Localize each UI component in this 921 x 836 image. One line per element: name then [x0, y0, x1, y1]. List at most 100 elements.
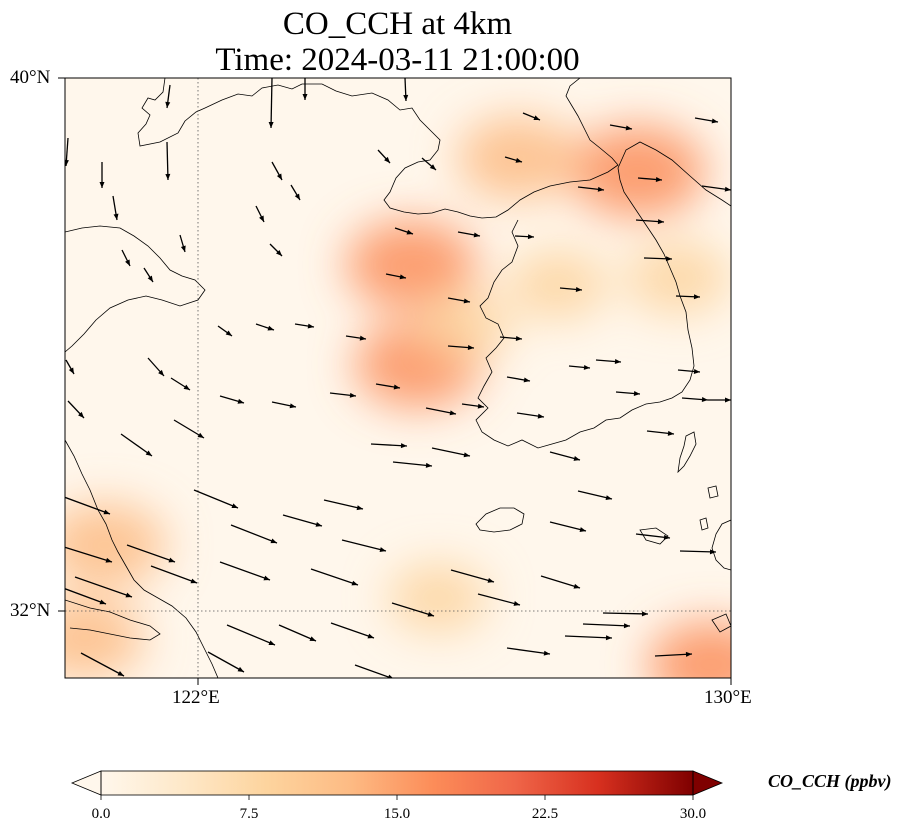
wind-arrow-shaft [226, 624, 276, 646]
wind-arrow-shaft [126, 544, 176, 563]
colorbar-tick-label: 0.0 [91, 806, 111, 822]
wind-arrow-shaft [120, 433, 153, 457]
wind-arrow-head [463, 298, 470, 304]
wind-arrow-shaft [230, 524, 278, 544]
wind-arrow-shaft [219, 561, 271, 581]
colorbar-tick-label: 22.5 [531, 806, 559, 822]
wind-arrow-head [268, 640, 275, 645]
wind-arrow-head [667, 430, 674, 436]
tsushima-island [677, 431, 697, 474]
wind-arrow-head [237, 666, 244, 672]
wind-arrow-shaft [193, 489, 239, 509]
wind-arrow-head [449, 410, 456, 416]
wind-arrow-head [103, 509, 110, 515]
wind-arrow-head [190, 578, 197, 584]
gridlines [65, 78, 731, 678]
wind-arrow-shaft [506, 647, 551, 655]
map-subtitle: Time: 2024-03-11 21:00:00 [215, 42, 580, 78]
co-plume [65, 503, 166, 587]
wind-arrow-head [575, 286, 582, 292]
lat-label-32n: 32°N [10, 600, 51, 621]
wind-arrow-shaft [310, 568, 359, 586]
wind-arrow-head [573, 583, 580, 589]
wind-arrow-head [125, 259, 130, 266]
wind-arrow-head [487, 577, 494, 583]
wind-arrow-head [693, 368, 700, 374]
wind-arrow-shaft [207, 651, 245, 673]
wind-arrow-head [625, 125, 632, 131]
lon-label-130e: 130°E [704, 687, 752, 708]
wind-arrow-head [403, 94, 409, 101]
axis-ticks [58, 77, 732, 685]
wind-arrow-shaft [477, 593, 521, 606]
wind-arrow-head [225, 330, 232, 336]
wind-arrow-head [425, 462, 432, 468]
coastlines [65, 78, 731, 678]
wind-arrow-head [663, 534, 670, 540]
co-plume [508, 250, 608, 320]
co-plume [417, 291, 513, 358]
wind-arrow-head [579, 527, 586, 532]
wind-arrow-head [583, 364, 590, 370]
wind-arrow-head [429, 164, 436, 170]
wind-arrow-head [78, 411, 84, 418]
wind-arrow-head [165, 101, 171, 108]
colorbar-tick-label: 7.5 [239, 806, 259, 822]
wind-arrow-shaft [450, 569, 495, 583]
wind-arrow-shaft [654, 653, 693, 657]
coastline-jiangsu [65, 439, 219, 678]
wind-arrow-head [275, 249, 282, 256]
colorbar-tick-label: 30.0 [679, 806, 707, 822]
co-plume [648, 621, 731, 678]
wind-arrow-head [105, 557, 112, 563]
wind-arrow-head [513, 601, 520, 606]
coastline-china-east [65, 225, 206, 353]
co-plume [346, 220, 477, 310]
wind-arrow-head [641, 611, 648, 617]
wind-arrow-head [180, 245, 186, 252]
colorbar [70, 770, 724, 800]
wind-arrow-head [307, 323, 314, 329]
wind-arrow-head [523, 377, 530, 383]
wind-arrow-head [125, 592, 132, 598]
map-frame [64, 77, 732, 679]
wind-arrow-shaft [270, 78, 273, 129]
wind-arrow-shaft [540, 575, 581, 589]
wind-arrow-head [302, 94, 308, 100]
wind-arrow-shaft [564, 635, 613, 639]
coastline-yangtze [65, 599, 161, 641]
wind-arrow-head [263, 575, 270, 581]
wind-arrow-head [289, 403, 296, 409]
wind-arrow-head [701, 397, 708, 403]
wind-arrow-head [725, 397, 731, 403]
coastline-liaodong [137, 78, 619, 219]
wind-arrow-head [685, 651, 692, 657]
wind-arrow-head [168, 557, 175, 563]
wind-arrow-head [406, 229, 413, 235]
colorbar-extend-min [70, 770, 102, 796]
wind-arrow-shaft [602, 612, 649, 615]
wind-arrow-head [384, 156, 390, 163]
wind-arrow-head [614, 359, 621, 365]
wind-arrow-head [367, 633, 374, 639]
wind-arrow-shaft [323, 499, 364, 510]
wind-arrow-shaft [392, 461, 433, 467]
wind-arrow-head [165, 173, 171, 180]
wind-arrow-head [463, 452, 470, 458]
wind-arrow-head [99, 182, 105, 188]
wind-arrow-head [113, 213, 119, 220]
wind-arrow-head [477, 403, 484, 409]
co-plume [625, 242, 730, 314]
wind-arrow-shaft [80, 652, 125, 677]
coastline-korea-west [475, 167, 695, 449]
wind-arrow-head [158, 369, 164, 376]
wind-arrow-head [294, 193, 300, 200]
co-plume [388, 563, 488, 633]
wind-arrow-head [356, 505, 363, 511]
lat-label-40n: 40°N [10, 67, 51, 88]
wind-arrow-head [387, 674, 393, 678]
map-title: CO_CCH at 4km [282, 6, 513, 42]
wind-vectors [65, 78, 731, 678]
wind-arrow-head [527, 234, 534, 240]
